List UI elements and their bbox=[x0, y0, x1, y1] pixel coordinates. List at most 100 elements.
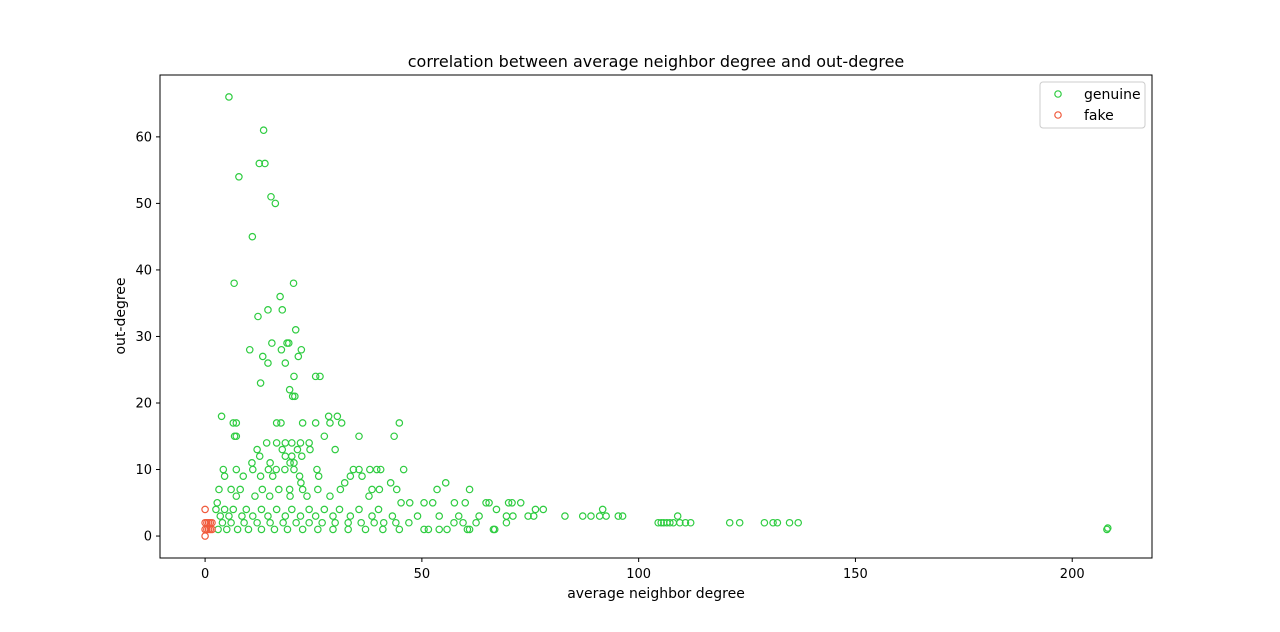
data-point bbox=[561, 512, 569, 520]
data-point bbox=[272, 465, 281, 474]
series-fake bbox=[201, 505, 216, 540]
data-point bbox=[286, 459, 294, 467]
data-point bbox=[296, 439, 305, 447]
data-point bbox=[368, 485, 376, 494]
data-point bbox=[399, 465, 408, 474]
data-point bbox=[306, 445, 314, 454]
data-point bbox=[504, 498, 513, 507]
x-tick-label: 0 bbox=[201, 567, 209, 582]
data-point bbox=[278, 306, 287, 314]
y-axis: 0 10 20 30 40 50 60 bbox=[135, 130, 160, 545]
data-point bbox=[428, 498, 437, 507]
data-point bbox=[217, 412, 226, 421]
data-point bbox=[298, 525, 307, 534]
data-point bbox=[287, 505, 296, 514]
data-point bbox=[794, 518, 803, 527]
data-point bbox=[277, 345, 286, 354]
data-point bbox=[239, 472, 248, 480]
data-point bbox=[375, 485, 384, 494]
data-point bbox=[773, 518, 782, 527]
data-point bbox=[248, 512, 257, 520]
data-point bbox=[238, 512, 246, 520]
data-point bbox=[361, 525, 370, 534]
data-point bbox=[232, 465, 241, 474]
data-point bbox=[270, 525, 279, 534]
data-point bbox=[264, 512, 272, 520]
data-point bbox=[395, 419, 404, 427]
data-point bbox=[1103, 525, 1111, 534]
data-point bbox=[785, 518, 794, 527]
data-point bbox=[516, 498, 525, 507]
data-point bbox=[326, 492, 334, 500]
data-point bbox=[297, 452, 306, 461]
data-point bbox=[413, 512, 422, 520]
data-point bbox=[272, 439, 281, 447]
data-point bbox=[297, 479, 305, 487]
data-point bbox=[291, 326, 300, 334]
data-point bbox=[281, 452, 290, 461]
data-point bbox=[208, 525, 216, 534]
data-point bbox=[293, 445, 302, 454]
data-point bbox=[222, 525, 231, 534]
data-point bbox=[502, 512, 511, 520]
data-point bbox=[240, 518, 248, 527]
data-point bbox=[284, 339, 293, 347]
y-tick-label: 60 bbox=[135, 130, 152, 145]
data-point bbox=[357, 518, 365, 527]
data-point bbox=[285, 485, 294, 494]
data-point bbox=[524, 512, 532, 520]
data-point bbox=[233, 525, 242, 534]
y-tick-label: 10 bbox=[135, 463, 152, 478]
data-point bbox=[258, 352, 267, 361]
data-point bbox=[441, 479, 450, 487]
data-point bbox=[232, 432, 241, 441]
data-point bbox=[760, 518, 769, 527]
data-point bbox=[435, 512, 444, 520]
data-point bbox=[463, 525, 472, 534]
data-point bbox=[289, 279, 298, 288]
data-point bbox=[257, 505, 266, 514]
data-point bbox=[287, 452, 296, 461]
legend: genuine fake bbox=[1039, 81, 1146, 129]
data-point bbox=[311, 372, 320, 381]
data-point bbox=[251, 492, 259, 500]
data-point bbox=[435, 525, 444, 534]
data-point bbox=[281, 359, 290, 367]
data-point bbox=[285, 385, 294, 394]
data-point bbox=[281, 439, 290, 447]
legend-label: genuine bbox=[1084, 87, 1141, 103]
data-point bbox=[297, 345, 306, 354]
data-point bbox=[485, 498, 493, 507]
data-point bbox=[329, 525, 337, 534]
data-point bbox=[420, 498, 428, 507]
data-point bbox=[433, 485, 441, 494]
data-point bbox=[475, 512, 483, 520]
data-point bbox=[509, 512, 517, 520]
data-point bbox=[248, 232, 257, 241]
data-point bbox=[259, 126, 268, 135]
data-point bbox=[283, 525, 292, 534]
data-point bbox=[366, 465, 374, 474]
y-axis-label: out-degree bbox=[113, 277, 129, 354]
data-point bbox=[256, 379, 265, 387]
data-point bbox=[333, 412, 342, 421]
data-point bbox=[595, 512, 604, 520]
data-point bbox=[290, 372, 298, 381]
data-point bbox=[281, 512, 290, 520]
data-point bbox=[227, 518, 235, 527]
data-point bbox=[272, 419, 281, 427]
data-point bbox=[266, 518, 274, 527]
data-point bbox=[296, 512, 305, 520]
data-point bbox=[344, 525, 352, 534]
data-point bbox=[220, 505, 229, 514]
data-point bbox=[216, 512, 225, 520]
series-genuine bbox=[212, 93, 1112, 534]
data-point bbox=[492, 505, 501, 514]
data-point bbox=[225, 512, 233, 520]
plot-area bbox=[201, 93, 1112, 540]
data-point bbox=[490, 525, 499, 534]
data-point bbox=[253, 445, 261, 454]
x-tick-label: 150 bbox=[843, 567, 868, 582]
data-point bbox=[676, 518, 684, 527]
